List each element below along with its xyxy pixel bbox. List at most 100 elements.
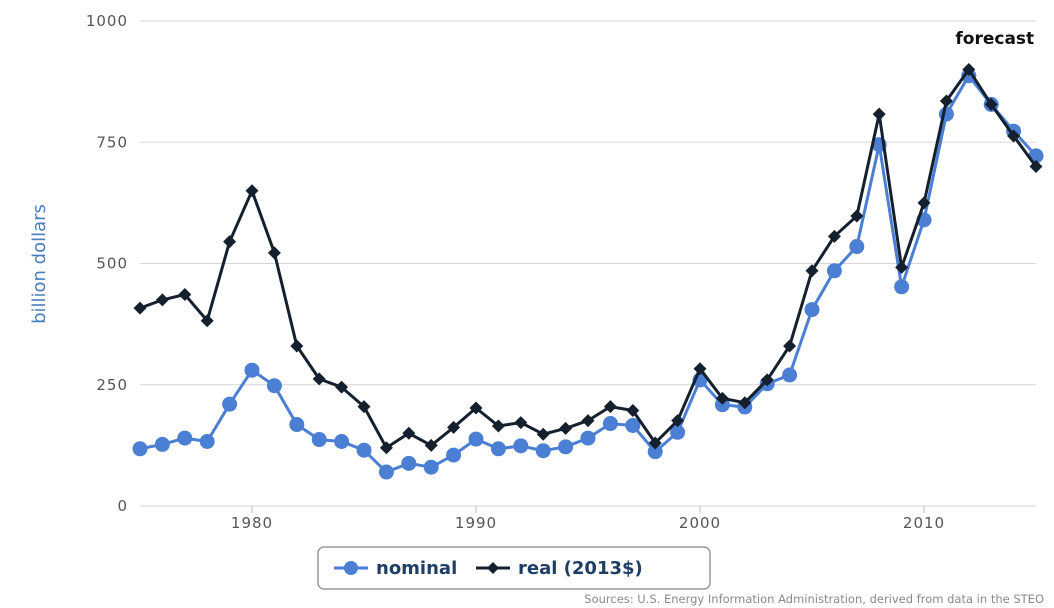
data-point <box>356 442 372 458</box>
x-tick-label: 2000 <box>679 514 721 532</box>
series-real <box>133 63 1043 455</box>
legend-item[interactable]: nominal <box>334 558 457 579</box>
data-point <box>895 260 909 274</box>
data-point <box>290 339 304 353</box>
data-point <box>447 420 461 434</box>
data-point <box>491 419 505 433</box>
legend[interactable]: nominal real (2013$) <box>317 546 711 590</box>
data-point <box>334 433 350 449</box>
data-point <box>199 433 215 449</box>
data-point <box>424 438 438 452</box>
x-tick-label: 1980 <box>231 514 273 532</box>
data-point <box>804 302 820 318</box>
data-point <box>402 426 416 440</box>
data-point <box>132 441 148 457</box>
data-point <box>626 403 640 417</box>
data-point <box>312 372 326 386</box>
data-point <box>558 439 574 455</box>
data-point <box>490 441 506 457</box>
x-tick-label: 1990 <box>455 514 497 532</box>
x-tick-label: 2010 <box>903 514 945 532</box>
series-line <box>139 74 1038 474</box>
data-point <box>1007 129 1021 143</box>
source-note: Sources: U.S. Energy Information Adminis… <box>584 592 1044 606</box>
data-point <box>826 263 842 279</box>
data-point <box>223 235 237 249</box>
data-point <box>536 427 550 441</box>
data-point <box>245 184 259 198</box>
data-point <box>401 455 417 471</box>
legend-label: nominal <box>376 558 457 579</box>
legend-marker <box>344 561 358 575</box>
data-point <box>670 424 686 440</box>
data-point <box>648 436 662 450</box>
data-point <box>850 209 864 223</box>
data-point <box>378 464 394 480</box>
data-point <box>602 416 618 432</box>
data-point <box>468 431 484 447</box>
data-point <box>783 339 797 353</box>
data-point <box>423 459 439 475</box>
data-point <box>984 97 998 111</box>
y-tick-label: 500 <box>96 255 128 273</box>
data-point <box>603 400 617 414</box>
x-axis-ticks: 1980 1990 2000 2010 <box>231 506 945 532</box>
data-point <box>917 196 931 210</box>
legend-items: nominal real (2013$) <box>334 558 643 579</box>
data-point <box>782 367 798 383</box>
data-point <box>559 421 573 435</box>
data-point <box>155 293 169 307</box>
data-point <box>379 441 393 455</box>
data-point <box>514 416 528 430</box>
forecast-annotation: forecast <box>955 29 1034 49</box>
data-point <box>267 246 281 260</box>
data-point <box>311 432 327 448</box>
data-point <box>177 430 193 446</box>
series-group <box>132 63 1044 480</box>
data-point <box>625 417 641 433</box>
data-point <box>535 443 551 459</box>
data-point <box>154 436 170 452</box>
data-point <box>469 401 483 415</box>
data-point <box>715 391 729 405</box>
y-tick-label: 750 <box>96 133 128 151</box>
legend-marker <box>487 562 499 574</box>
data-point <box>872 107 886 121</box>
data-point <box>200 314 214 328</box>
data-point <box>849 239 865 255</box>
data-point <box>827 229 841 243</box>
data-point <box>760 373 774 387</box>
data-point <box>335 380 349 394</box>
data-point <box>647 444 663 460</box>
y-axis-ticks: 0 250 500 750 1000 <box>86 12 128 515</box>
legend-item[interactable]: real (2013$) <box>476 558 643 579</box>
data-point <box>805 264 819 278</box>
data-point <box>133 301 147 315</box>
data-point <box>894 279 910 295</box>
grid-lines <box>140 20 1036 507</box>
data-point <box>357 400 371 414</box>
legend-label: real (2013$) <box>518 558 643 579</box>
data-point <box>738 396 752 410</box>
y-tick-label: 1000 <box>86 12 128 30</box>
legend-box <box>317 546 711 590</box>
data-point <box>693 362 707 376</box>
data-point <box>939 94 953 108</box>
data-point <box>244 362 260 378</box>
data-point <box>222 396 238 412</box>
y-tick-label: 0 <box>117 497 128 515</box>
data-point <box>289 417 305 433</box>
data-point <box>178 288 192 302</box>
data-point <box>671 414 685 428</box>
y-tick-label: 250 <box>96 376 128 394</box>
data-point <box>446 447 462 463</box>
data-point <box>581 414 595 428</box>
series-nominal <box>132 68 1044 480</box>
data-point <box>962 63 976 76</box>
data-point <box>1029 160 1043 173</box>
y-axis-label: billion dollars <box>29 204 50 324</box>
data-point <box>266 378 282 394</box>
data-point <box>513 438 529 454</box>
data-point <box>580 430 596 446</box>
